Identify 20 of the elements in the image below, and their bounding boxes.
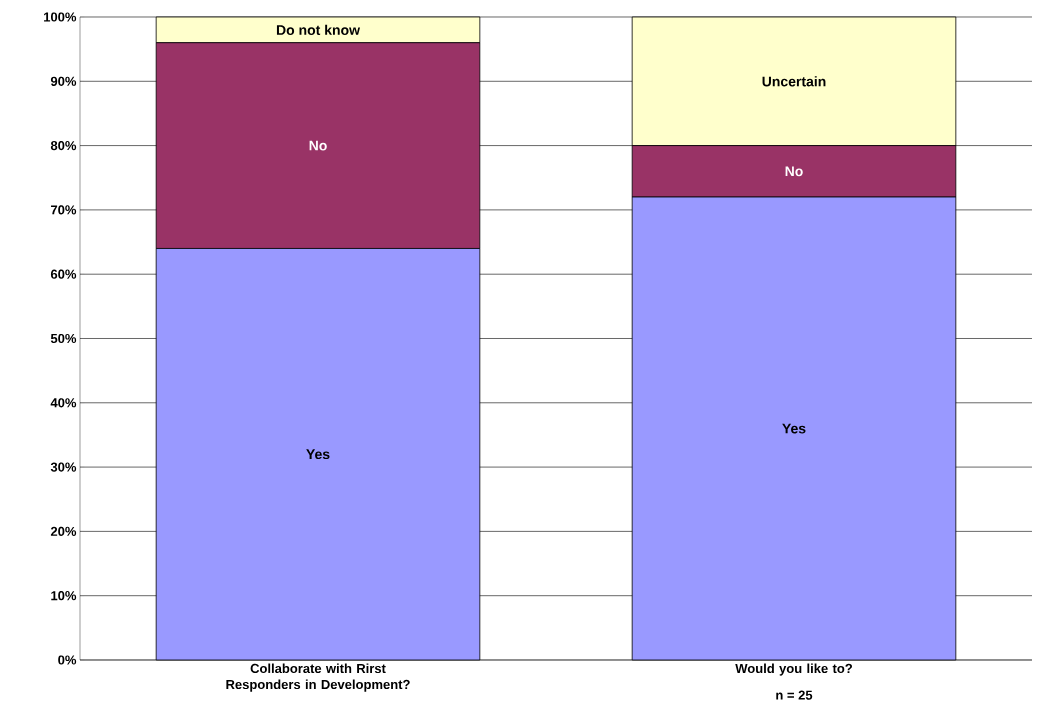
data-label: Uncertain <box>762 76 826 87</box>
data-label: Yes <box>306 449 330 460</box>
y-tick-label: 30% <box>50 462 77 472</box>
y-tick-label: 0% <box>58 655 77 665</box>
data-label: Yes <box>782 423 806 434</box>
x-tick-label: Collaborate with Rirst Responders in Development? <box>226 663 410 692</box>
x-tick-label: Would you like to? <box>735 663 852 676</box>
text: n = 25 <box>776 690 813 700</box>
y-tick-label: 70% <box>51 205 77 215</box>
y-tick-label: 80% <box>50 140 77 151</box>
y-tick-label: 60% <box>50 269 77 279</box>
y-tick-label: 40% <box>50 398 77 408</box>
data-label: Do not know <box>276 24 361 35</box>
y-tick-label: 10% <box>51 591 77 601</box>
y-tick-label: 100% <box>44 12 77 22</box>
data-label: No <box>785 166 803 177</box>
y-tick-label: 50% <box>50 333 77 344</box>
y-tick-label: 20% <box>50 526 77 536</box>
data-label: No <box>309 140 327 151</box>
y-tick-label: 90% <box>50 76 77 86</box>
